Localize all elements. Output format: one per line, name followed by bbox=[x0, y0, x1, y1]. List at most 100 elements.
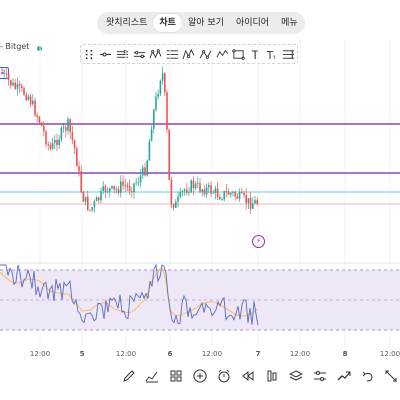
candle-body bbox=[133, 183, 135, 193]
candle-body bbox=[168, 129, 170, 180]
indicator-signal-line bbox=[0, 267, 259, 317]
candle-body bbox=[164, 73, 166, 93]
x-axis-tick-label: 6 bbox=[167, 350, 173, 358]
candle-body bbox=[56, 140, 58, 146]
text-icon[interactable]: T bbox=[248, 47, 262, 61]
top-tab-bar: 왓치리스트 차트 알아 보기 아이디어 메뉴 bbox=[97, 12, 305, 34]
lightning-icon[interactable]: ⚡ bbox=[252, 235, 265, 248]
candle-body bbox=[166, 92, 168, 130]
wave-pattern-icon[interactable] bbox=[215, 47, 229, 61]
x-axis-tick-label: 12:00 bbox=[201, 350, 223, 358]
candle-body bbox=[120, 181, 122, 193]
fib-channel-icon[interactable] bbox=[282, 47, 296, 61]
candle-body bbox=[223, 191, 225, 200]
candle-body bbox=[161, 73, 164, 81]
x-axis-tick-label: 12:00 bbox=[379, 350, 400, 358]
long-position-icon[interactable] bbox=[263, 368, 280, 385]
add-icon[interactable] bbox=[192, 368, 209, 385]
zigzag-icon[interactable] bbox=[199, 47, 213, 61]
tab-1[interactable]: 차트 bbox=[153, 14, 182, 32]
horizontal-ray-icon[interactable] bbox=[99, 47, 113, 61]
candle-body bbox=[29, 96, 32, 105]
candle-body bbox=[241, 191, 243, 193]
candle-body bbox=[230, 192, 232, 195]
candle-body bbox=[227, 191, 230, 195]
candle-body bbox=[12, 82, 14, 86]
symbol-label[interactable]: - Bitget bbox=[0, 42, 30, 51]
candle-body bbox=[146, 160, 148, 176]
candle-body bbox=[84, 196, 87, 202]
candle-body bbox=[73, 140, 76, 149]
candle-body bbox=[21, 85, 23, 88]
candle-body bbox=[23, 87, 25, 95]
candle-body bbox=[179, 191, 181, 197]
candle-body bbox=[232, 192, 234, 194]
candle-body bbox=[65, 127, 67, 131]
candle-body bbox=[49, 144, 52, 149]
candle-body bbox=[137, 182, 140, 184]
expand-icon[interactable] bbox=[383, 368, 400, 385]
tab-3[interactable]: 아이디어 bbox=[235, 18, 270, 28]
candle-body bbox=[238, 191, 241, 199]
candle-body bbox=[254, 200, 256, 204]
indicators-icon[interactable] bbox=[144, 368, 161, 385]
pencil-icon[interactable] bbox=[120, 368, 137, 385]
candle-body bbox=[34, 100, 36, 116]
tab-2[interactable]: 알아 보기 bbox=[187, 18, 224, 28]
candle-body bbox=[45, 131, 47, 145]
candle-body bbox=[172, 204, 175, 208]
horizontal-lines-icon[interactable] bbox=[132, 47, 146, 61]
x-axis-tick-label: 7 bbox=[255, 350, 261, 358]
candle-body bbox=[36, 115, 38, 117]
candle-body bbox=[10, 80, 12, 86]
candle-body bbox=[249, 198, 252, 209]
layers-icon[interactable] bbox=[287, 368, 304, 385]
candle-body bbox=[32, 100, 34, 105]
candle-body bbox=[71, 132, 74, 141]
drag-handle-icon[interactable] bbox=[82, 47, 96, 61]
candle-body bbox=[252, 203, 254, 209]
candle-body bbox=[210, 185, 212, 194]
x-axis-tick-label: 12:00 bbox=[289, 350, 311, 358]
candle-body bbox=[188, 192, 190, 194]
undo-icon[interactable] bbox=[359, 368, 376, 385]
candle-body bbox=[18, 83, 21, 86]
fib-lines-icon[interactable] bbox=[165, 47, 179, 61]
candle-body bbox=[67, 119, 69, 131]
candle-body bbox=[192, 180, 195, 189]
candle-body bbox=[58, 139, 60, 146]
candle-body bbox=[38, 116, 41, 123]
alarm-icon[interactable] bbox=[216, 368, 233, 385]
candle-body bbox=[62, 127, 65, 129]
candle-body bbox=[186, 189, 188, 193]
candle-body bbox=[256, 200, 258, 204]
xabcd-pattern-icon[interactable] bbox=[182, 47, 196, 61]
candle-body bbox=[78, 166, 80, 172]
tab-0[interactable]: 왓치리스트 bbox=[106, 18, 148, 28]
candle-body bbox=[76, 148, 78, 167]
tab-4[interactable]: 메뉴 bbox=[281, 18, 298, 28]
trend-icon[interactable] bbox=[335, 368, 352, 385]
candle-body bbox=[7, 73, 10, 81]
candle-body bbox=[16, 83, 19, 89]
replay-icon[interactable] bbox=[240, 368, 257, 385]
settings-sliders-icon[interactable] bbox=[311, 368, 328, 385]
candle-body bbox=[144, 167, 146, 176]
candle-body bbox=[80, 171, 82, 192]
candle-body bbox=[69, 119, 71, 133]
grid-layout-icon[interactable] bbox=[168, 368, 185, 385]
candle-body bbox=[14, 82, 16, 89]
rectangle-icon[interactable] bbox=[232, 47, 246, 61]
candle-body bbox=[113, 185, 115, 190]
candle-body bbox=[243, 192, 245, 196]
candle-body bbox=[117, 189, 120, 193]
x-axis-tick-label: 8 bbox=[342, 350, 348, 358]
pattern-icon[interactable] bbox=[149, 47, 163, 61]
candle-body bbox=[150, 128, 153, 142]
candle-body bbox=[216, 188, 219, 197]
candle-body bbox=[197, 183, 199, 184]
candle-body bbox=[208, 185, 210, 188]
candle-body bbox=[124, 185, 126, 187]
